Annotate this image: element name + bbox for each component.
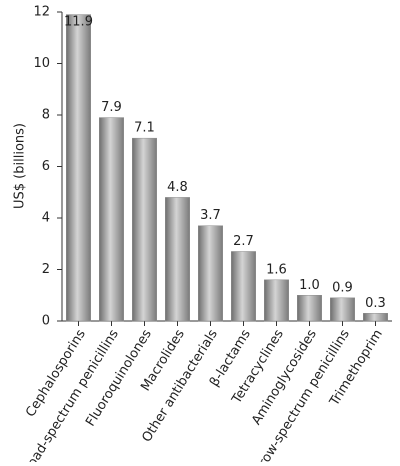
bar (330, 297, 355, 322)
y-tick-label: 12 (33, 5, 50, 20)
value-label: 4.8 (167, 180, 188, 195)
bar (198, 225, 223, 322)
y-tick-label: 8 (42, 108, 50, 123)
bar (231, 251, 256, 322)
y-tick-label: 2 (42, 262, 50, 277)
y-tick-label: 0 (42, 314, 50, 329)
bar (297, 295, 322, 322)
y-tick-label: 6 (42, 159, 50, 174)
value-label: 7.1 (134, 121, 155, 136)
value-label: 3.7 (200, 208, 221, 223)
bar (363, 313, 388, 322)
bar (66, 14, 91, 322)
bar (132, 137, 157, 322)
bar (99, 117, 124, 322)
y-tick-label: 10 (33, 56, 50, 71)
value-label: 1.6 (266, 262, 287, 277)
value-label: 11.9 (64, 15, 93, 30)
value-label: 7.9 (101, 100, 122, 115)
y-axis-label: US$ (billions) (13, 123, 28, 209)
bar (165, 197, 190, 322)
y-tick-label: 4 (42, 211, 50, 226)
bar (264, 279, 289, 322)
value-label: 0.3 (365, 296, 386, 311)
value-label: 0.9 (332, 280, 353, 295)
value-label: 1.0 (299, 278, 320, 293)
value-label: 2.7 (233, 234, 254, 249)
